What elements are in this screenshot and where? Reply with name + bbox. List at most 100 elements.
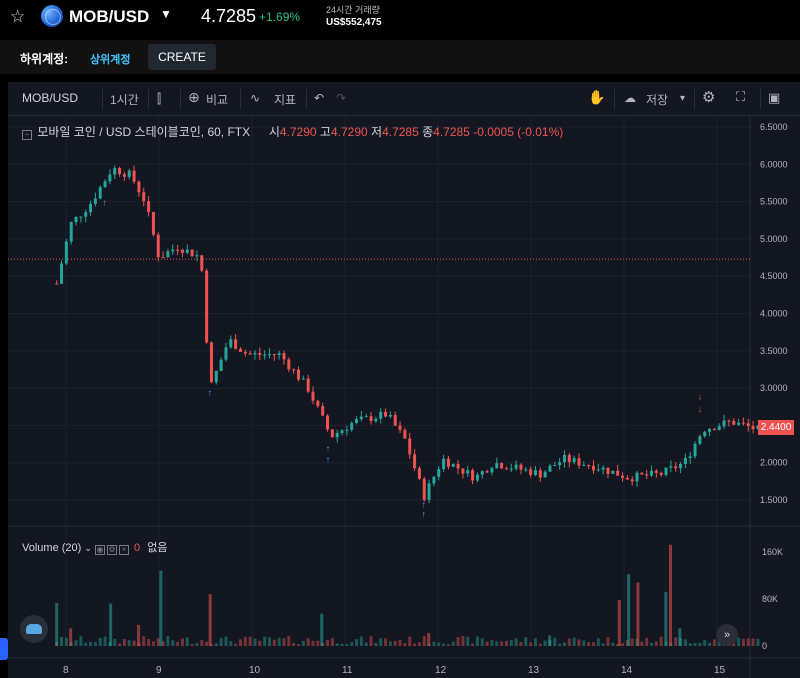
candle-body	[538, 470, 542, 478]
visibility-eye-icon[interactable]: ◉	[94, 545, 105, 555]
time-tick-label: 13	[528, 665, 540, 676]
price-tick-label: 3.5000	[760, 346, 788, 356]
candle-body	[316, 400, 320, 407]
indicators-icon[interactable]: ∿	[250, 91, 261, 105]
time-tick-label: 15	[714, 665, 726, 676]
candle-body	[712, 428, 716, 430]
volume-bar	[369, 636, 373, 646]
candle-body	[422, 478, 426, 500]
volume-bar	[113, 638, 117, 646]
price-chart[interactable]: 6.5000 6.0000 5.5000 5.0000 4.5000 4.0000 3.50…	[8, 116, 800, 678]
settings-gear-icon[interactable]: ⚙	[702, 89, 716, 106]
candle-body	[108, 174, 112, 182]
candle-body	[485, 471, 489, 473]
signal-arrow-icon: ↓	[698, 391, 703, 401]
candle-body	[509, 468, 513, 470]
save-button[interactable]: 저장	[646, 93, 669, 107]
indicators-button[interactable]: 지표	[274, 93, 297, 107]
candle-body	[442, 458, 446, 470]
volume-chevron-icon[interactable]: ⌄	[84, 543, 92, 553]
volume-bar	[732, 643, 736, 646]
side-panel-toggle[interactable]	[0, 638, 8, 660]
volume-bar	[529, 642, 533, 646]
volume-bar	[591, 642, 595, 646]
time-tick-label: 14	[621, 665, 633, 676]
candle-body	[683, 458, 687, 465]
volume-bar	[355, 639, 359, 646]
signal-arrow-icon: ↑	[326, 444, 331, 454]
pair-name[interactable]: MOB/USD	[69, 7, 150, 26]
interval-button[interactable]: 1시간	[110, 93, 139, 107]
candle-style-icon[interactable]: ⫿	[157, 91, 162, 106]
candle-body	[219, 359, 223, 371]
collapse-legend-icon[interactable]: −	[22, 130, 32, 140]
ticker-header: ☆ MOB/USD ▼ 4.7285 +1.69% 24시간 거래량 US$55…	[0, 0, 800, 36]
volume-bar	[577, 639, 581, 646]
volume-bar	[640, 641, 644, 646]
volume-bar	[519, 642, 523, 646]
volume-bar	[398, 639, 402, 646]
redo-icon[interactable]: ↷	[336, 91, 347, 105]
low-value: 4.7285	[382, 125, 419, 139]
price-tick-label: 4.5000	[760, 271, 788, 281]
fullscreen-hand-icon[interactable]: ✋	[588, 89, 606, 105]
study-settings-icon[interactable]: ⚙	[106, 545, 117, 555]
candle-body	[553, 465, 557, 467]
volume-spike-bar	[137, 624, 141, 646]
remove-study-icon[interactable]: ×	[118, 545, 129, 555]
screenshot-camera-icon[interactable]: ▣	[768, 90, 781, 105]
last-price: 4.7285	[201, 6, 257, 26]
volume-bar	[596, 638, 600, 646]
parent-account-link[interactable]: 상위계정	[90, 54, 131, 66]
volume-bar	[171, 640, 175, 646]
candle-body	[98, 187, 102, 199]
volume-bar	[693, 643, 697, 646]
candle-body	[504, 468, 508, 470]
volume-bar	[243, 636, 247, 646]
candle-body	[625, 477, 629, 480]
toolbar-symbol[interactable]: MOB/USD	[22, 91, 79, 105]
volume-bar	[388, 641, 392, 646]
save-chevron-icon[interactable]: ▾	[680, 93, 686, 104]
candle-body	[650, 470, 654, 476]
volume-bar	[543, 640, 547, 646]
volume-bar	[238, 639, 242, 646]
volume-bar	[64, 637, 68, 646]
volume-bar	[103, 636, 107, 646]
candle-body	[688, 456, 692, 459]
candle-body	[654, 470, 658, 473]
chart-legend: − 모바일 코인 / USD 스테이블코인, 60, FTX 시4.7290 고…	[22, 123, 563, 140]
compare-button[interactable]: 비교	[206, 93, 229, 107]
volume-bar	[185, 637, 189, 646]
volume-bar	[287, 636, 291, 646]
low-label: 저	[371, 125, 383, 139]
favorite-star-icon[interactable]: ☆	[10, 7, 26, 26]
tradingview-logo-icon[interactable]	[20, 615, 48, 643]
volume-bar	[142, 636, 146, 646]
candle-body	[398, 425, 402, 430]
volume-bar	[485, 641, 489, 646]
volume-tick-label: 160K	[762, 547, 783, 557]
candle-body	[746, 423, 750, 427]
compare-plus-icon[interactable]: ⊕	[188, 89, 200, 105]
volume-bar	[359, 636, 363, 646]
undo-icon[interactable]: ↶	[314, 91, 325, 105]
price-tick-label: 4.0000	[760, 309, 788, 319]
close-label: 종	[422, 125, 434, 139]
volume-bar	[253, 638, 257, 646]
chevron-down-icon[interactable]: ▼	[160, 7, 172, 21]
volume-bar	[741, 638, 745, 646]
scroll-to-realtime-icon[interactable]: »	[716, 624, 738, 646]
volume-bar	[74, 640, 78, 646]
volume-bar	[611, 642, 615, 646]
candle-body	[490, 468, 494, 473]
candle-body	[616, 470, 620, 476]
volume-bar	[708, 642, 712, 646]
candle-body	[185, 249, 189, 253]
cloud-save-icon[interactable]: ☁	[624, 91, 636, 105]
candle-body	[606, 467, 610, 474]
volume-bar	[393, 641, 397, 646]
create-subaccount-button[interactable]: CREATE	[148, 44, 216, 70]
fullscreen-icon[interactable]: ⛶	[736, 89, 746, 104]
candle-body	[529, 469, 533, 476]
